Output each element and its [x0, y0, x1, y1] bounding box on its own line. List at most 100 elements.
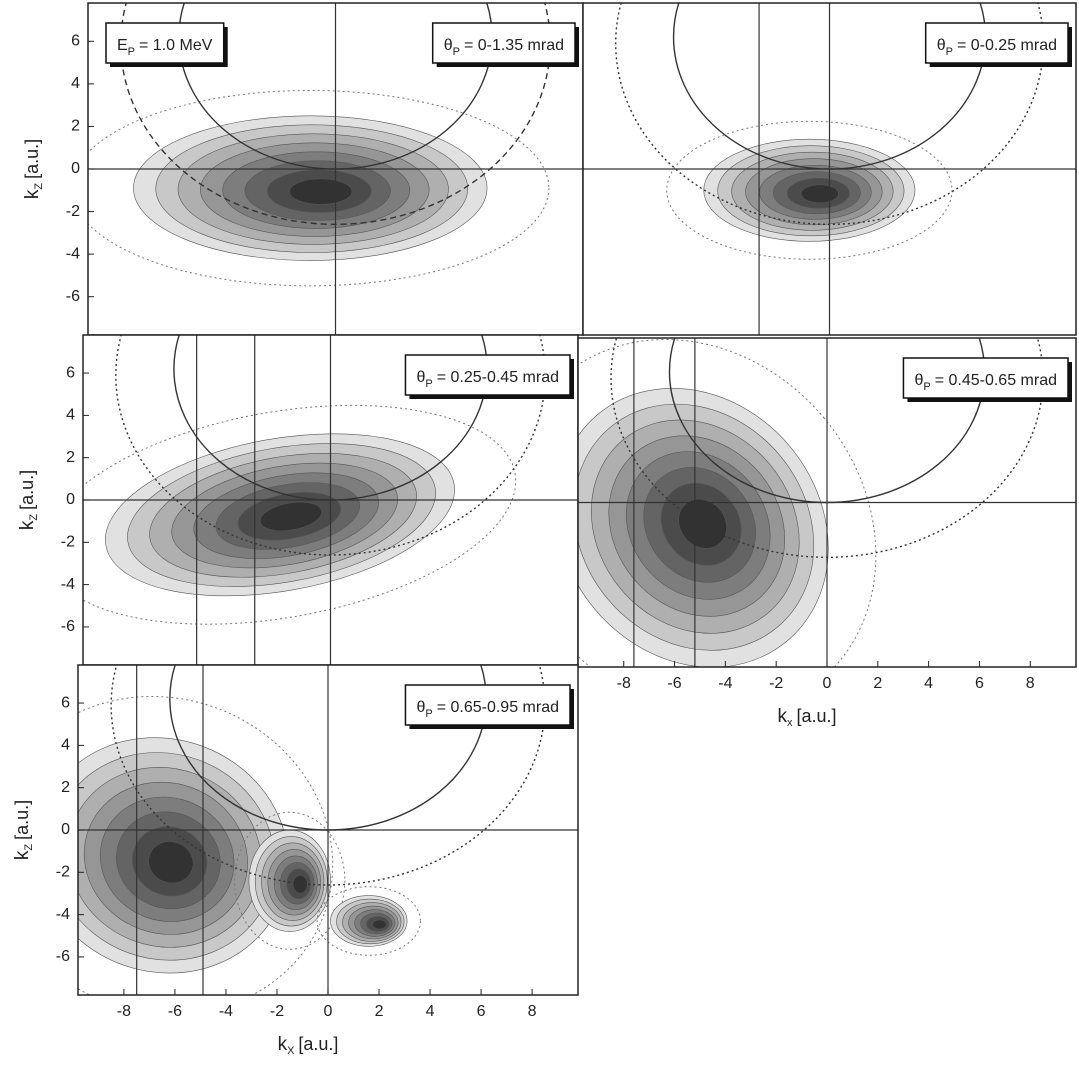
annotation: θP = 0-1.35 mrad [444, 37, 564, 58]
y-tick-label: 2 [71, 118, 80, 135]
y-tick-label: -2 [61, 534, 75, 551]
annotation-symbol: E [117, 37, 128, 54]
annotation-symbol: θ [416, 369, 425, 386]
contour-level [292, 875, 308, 894]
annotation-text: = 0.45-0.65 mrad [935, 372, 1057, 389]
x-tick-label: 6 [975, 675, 984, 692]
x-tick-label: 0 [324, 1003, 333, 1020]
annotation: θP = 0.45-0.65 mrad [914, 372, 1057, 393]
y-axis-label-unit: [a.u.] [22, 139, 42, 179]
x-axis-label-sub: x [787, 717, 793, 729]
y-tick-label: -4 [61, 576, 75, 593]
annotation: EP = 1.0 MeV [117, 37, 213, 58]
y-tick-label: 6 [71, 33, 80, 50]
annotation-box [404, 684, 571, 726]
y-axis-label: kZ [a.u.] [17, 470, 40, 530]
panel [578, 338, 1076, 667]
x-tick-label: -4 [718, 675, 732, 692]
annotation-box [404, 354, 571, 396]
y-axis-label-sub: Z [28, 514, 40, 521]
contour-level [800, 184, 839, 204]
annotation-box [105, 22, 225, 64]
panel [78, 665, 578, 995]
contour-outline [578, 338, 877, 667]
panel-frame [582, 2, 1077, 336]
y-axis-label-main: k [17, 520, 38, 530]
x-tick-label: -6 [667, 675, 681, 692]
panel [83, 335, 578, 665]
annotation: θP = 0.25-0.45 mrad [416, 369, 559, 390]
annotation-text: = 1.0 MeV [139, 37, 213, 54]
x-tick-label: 2 [375, 1003, 384, 1020]
contour-level [289, 178, 353, 205]
annotation-sub: P [425, 708, 432, 720]
x-tick-label: 8 [1026, 675, 1035, 692]
annotation-text: = 0.65-0.95 mrad [437, 699, 559, 716]
x-tick-label: -2 [769, 675, 783, 692]
y-tick-label: -6 [61, 618, 75, 635]
annotation-text: = 0-1.35 mrad [464, 37, 564, 54]
x-axis-label: kX [a.u.] [278, 1034, 339, 1057]
x-axis-label-main: k [777, 706, 787, 727]
annotation-text: = 0.25-0.45 mrad [437, 369, 559, 386]
x-tick-label: 4 [924, 675, 933, 692]
x-axis-label-unit: [a.u.] [796, 706, 836, 726]
x-axis-label-unit: [a.u.] [298, 1034, 338, 1054]
y-tick-label: -4 [66, 245, 80, 262]
annotation-symbol: θ [444, 37, 453, 54]
contour-outline [83, 404, 517, 625]
x-tick-label: 6 [477, 1003, 486, 1020]
x-tick-label: -8 [117, 1003, 131, 1020]
annotation-box [902, 357, 1069, 399]
y-axis-label-sub: Z [23, 844, 35, 851]
x-axis-label: kx [a.u.] [777, 706, 836, 729]
annotation-symbol: θ [937, 37, 946, 54]
annotation-sub: P [946, 46, 953, 58]
y-axis-label-main: k [12, 850, 33, 860]
x-axis-label-main: k [278, 1034, 288, 1055]
y-tick-label: 0 [61, 821, 70, 838]
y-axis-label: kZ [a.u.] [22, 139, 45, 199]
x-tick-label: 2 [873, 675, 882, 692]
x-tick-label: 4 [426, 1003, 435, 1020]
x-axis-label-sub: X [287, 1045, 295, 1057]
y-tick-label: -2 [66, 203, 80, 220]
annotation: θP = 0-0.25 mrad [937, 37, 1057, 58]
annotation-box [924, 22, 1069, 64]
annotation-symbol: θ [416, 699, 425, 716]
x-tick-label: -4 [219, 1003, 233, 1020]
annotation-symbol: θ [914, 372, 923, 389]
y-tick-label: -2 [56, 864, 70, 881]
annotation-sub: P [453, 46, 460, 58]
annotation-text: = 0-0.25 mrad [957, 37, 1057, 54]
y-tick-label: 2 [66, 449, 75, 466]
x-tick-label: 0 [823, 675, 832, 692]
x-tick-label: -2 [270, 1003, 284, 1020]
y-axis-label-sub: Z [33, 183, 45, 190]
contour-level [148, 841, 194, 884]
y-tick-label: 6 [66, 364, 75, 381]
y-axis-label-unit: [a.u.] [12, 800, 32, 840]
contour-outline [88, 89, 550, 287]
y-tick-label: -6 [66, 288, 80, 305]
y-tick-label: 0 [71, 160, 80, 177]
contour-outline [234, 811, 346, 950]
annotation-sub: P [425, 378, 432, 390]
y-tick-label: -4 [56, 906, 70, 923]
annotation-sub: P [923, 381, 930, 393]
y-axis-label-main: k [22, 189, 43, 199]
y-axis-label-unit: [a.u.] [17, 470, 37, 510]
y-tick-label: 0 [66, 491, 75, 508]
x-tick-label: -6 [168, 1003, 182, 1020]
x-tick-label: 8 [528, 1003, 537, 1020]
contour-outline [666, 120, 953, 260]
panel [583, 3, 1076, 335]
annotation: θP = 0.65-0.95 mrad [416, 699, 559, 720]
annotation-sub: P [128, 46, 135, 58]
y-tick-label: 4 [66, 407, 75, 424]
y-tick-label: 4 [61, 737, 70, 754]
y-tick-label: 4 [71, 75, 80, 92]
contour-outline [316, 886, 421, 956]
y-tick-label: 2 [61, 779, 70, 796]
